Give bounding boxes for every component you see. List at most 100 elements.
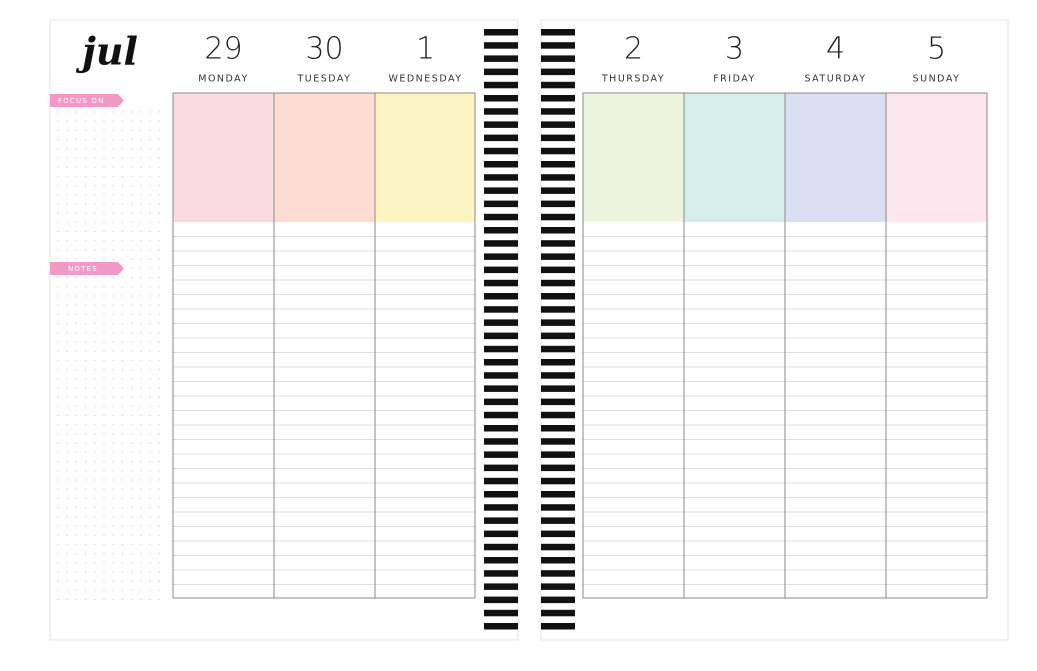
dot <box>66 414 68 417</box>
dot <box>94 424 96 426</box>
coil <box>484 596 518 604</box>
dot <box>158 175 160 178</box>
dot <box>158 396 160 398</box>
dot <box>149 267 151 270</box>
dot <box>112 378 114 380</box>
coil <box>541 200 575 208</box>
dot <box>75 497 78 500</box>
date: 3 <box>725 32 744 67</box>
dot <box>112 460 114 463</box>
coil <box>484 385 518 392</box>
dot <box>75 387 78 389</box>
dot <box>75 166 78 168</box>
dot <box>112 414 114 417</box>
dot <box>158 212 160 214</box>
dot <box>57 184 59 187</box>
dot <box>130 194 133 196</box>
dot <box>94 396 96 398</box>
dot <box>84 230 87 233</box>
coil <box>484 609 518 617</box>
dot <box>140 148 142 150</box>
dot <box>158 359 160 362</box>
dot <box>75 460 78 463</box>
dot <box>140 368 142 371</box>
focus-block <box>886 93 987 222</box>
dot <box>140 341 142 343</box>
dot <box>94 166 96 168</box>
dot <box>158 157 160 159</box>
dot <box>112 424 114 426</box>
dot <box>140 322 142 325</box>
dot <box>84 120 87 122</box>
coil <box>484 253 518 260</box>
dot <box>94 433 96 435</box>
dot <box>140 552 142 555</box>
dot <box>66 460 68 463</box>
dot <box>112 341 114 343</box>
dot <box>66 148 68 150</box>
dot <box>94 304 96 306</box>
dot <box>84 212 87 214</box>
dot <box>94 405 96 408</box>
dot <box>112 470 114 472</box>
dot <box>66 203 68 205</box>
dot <box>130 387 133 389</box>
dot <box>103 230 105 233</box>
dot <box>75 414 78 417</box>
dot <box>149 286 151 288</box>
coil <box>541 187 575 194</box>
dot <box>130 525 133 527</box>
day-name: MONDAY <box>198 74 249 85</box>
dot <box>103 571 105 573</box>
dot <box>140 451 142 454</box>
dot <box>66 304 68 306</box>
dot <box>112 534 114 536</box>
dot <box>130 424 133 426</box>
dot <box>140 598 142 601</box>
dot <box>149 175 151 178</box>
date: 4 <box>826 32 845 67</box>
dot <box>121 212 124 214</box>
dot <box>103 286 105 288</box>
date: 5 <box>927 32 946 67</box>
dot <box>103 157 105 159</box>
dot <box>57 368 59 371</box>
dot <box>75 221 78 224</box>
dot <box>66 166 68 168</box>
dot <box>103 249 105 251</box>
dot <box>158 534 160 536</box>
dot <box>121 598 124 601</box>
coil <box>484 279 518 287</box>
dot <box>121 203 124 205</box>
dot <box>140 580 142 582</box>
dot <box>57 451 59 454</box>
dot <box>149 562 151 564</box>
dot <box>66 534 68 536</box>
dot <box>158 506 160 509</box>
dot <box>140 230 142 233</box>
coil <box>484 81 518 89</box>
coil <box>484 293 518 300</box>
dot <box>140 424 142 426</box>
coil <box>484 451 518 458</box>
dot <box>94 194 96 196</box>
dot <box>158 543 160 546</box>
dot <box>94 157 96 159</box>
dot <box>121 148 124 150</box>
dot <box>158 442 160 444</box>
dot <box>66 387 68 389</box>
dot <box>158 203 160 205</box>
dot <box>75 184 78 187</box>
dot <box>103 148 105 150</box>
dot <box>84 488 87 490</box>
dot <box>75 304 78 306</box>
dot <box>94 414 96 417</box>
dot <box>103 516 105 518</box>
coil <box>484 372 518 379</box>
dot <box>112 111 114 113</box>
dot <box>149 295 151 297</box>
dot <box>112 387 114 389</box>
coil <box>484 108 518 115</box>
dot <box>140 203 142 205</box>
dot <box>75 405 78 408</box>
